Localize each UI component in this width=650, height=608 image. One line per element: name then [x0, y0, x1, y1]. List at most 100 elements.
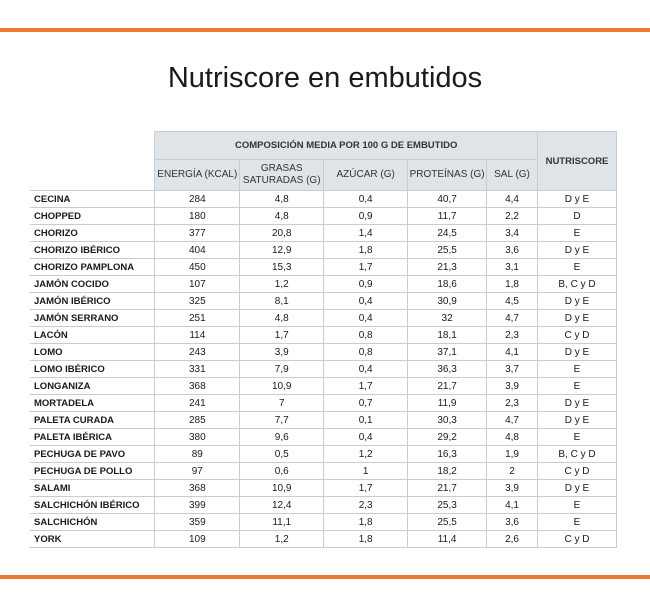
cell-proteinas: 30,3 [407, 411, 488, 429]
cell-azucar: 1,8 [323, 530, 409, 548]
nutrition-table: COMPOSICIÓN MEDIA POR 100 G DE EMBUTIDO … [30, 131, 618, 548]
cell-sal: 3,9 [486, 377, 538, 395]
cell-energia: 180 [154, 207, 241, 225]
cell-azucar: 0,4 [323, 190, 409, 208]
cell-energia: 331 [154, 360, 241, 378]
table-row: CHORIZO PAMPLONA 450 15,3 1,7 21,3 3,1 E [30, 258, 618, 276]
cell-nutriscore: D y E [536, 241, 618, 259]
cell-name: SALCHICHÓN IBÉRICO [30, 496, 156, 514]
cell-energia: 368 [154, 377, 241, 395]
cell-azucar: 1,2 [323, 445, 409, 463]
cell-name: LACÓN [30, 326, 156, 344]
cell-grasas: 10,9 [239, 377, 325, 395]
table-row: LONGANIZA 368 10,9 1,7 21,7 3,9 E [30, 377, 618, 395]
cell-grasas: 8,1 [239, 292, 325, 310]
bottom-accent-rule [0, 575, 650, 579]
cell-sal: 3,9 [486, 479, 538, 497]
table-row: CECINA 284 4,8 0,4 40,7 4,4 D y E [30, 190, 618, 208]
cell-proteinas: 37,1 [407, 343, 488, 361]
cell-energia: 241 [154, 394, 241, 412]
cell-sal: 3,6 [486, 513, 538, 531]
cell-sal: 2 [486, 462, 538, 480]
cell-proteinas: 32 [407, 309, 488, 327]
cell-name: LONGANIZA [30, 377, 156, 395]
cell-name: LOMO IBÉRICO [30, 360, 156, 378]
cell-grasas: 11,1 [239, 513, 325, 531]
cell-grasas: 1,2 [239, 530, 325, 548]
table-corner-empty [30, 131, 156, 191]
cell-proteinas: 21,7 [407, 479, 488, 497]
cell-grasas: 15,3 [239, 258, 325, 276]
cell-azucar: 1,4 [323, 224, 409, 242]
cell-name: LOMO [30, 343, 156, 361]
cell-name: CHORIZO IBÉRICO [30, 241, 156, 259]
cell-sal: 4,7 [486, 411, 538, 429]
cell-azucar: 0,1 [323, 411, 409, 429]
cell-energia: 325 [154, 292, 241, 310]
cell-sal: 3,1 [486, 258, 538, 276]
cell-energia: 114 [154, 326, 241, 344]
cell-name: CECINA [30, 190, 156, 208]
cell-azucar: 0,4 [323, 292, 409, 310]
cell-grasas: 7,7 [239, 411, 325, 429]
table-row: MORTADELA 241 7 0,7 11,9 2,3 D y E [30, 394, 618, 412]
cell-grasas: 10,9 [239, 479, 325, 497]
cell-azucar: 1,8 [323, 241, 409, 259]
cell-proteinas: 18,1 [407, 326, 488, 344]
table-row: CHORIZO 377 20,8 1,4 24,5 3,4 E [30, 224, 618, 242]
cell-proteinas: 25,3 [407, 496, 488, 514]
cell-nutriscore: D y E [536, 343, 618, 361]
cell-energia: 243 [154, 343, 241, 361]
cell-sal: 4,1 [486, 343, 538, 361]
cell-proteinas: 18,2 [407, 462, 488, 480]
cell-nutriscore: D [536, 207, 618, 225]
cell-name: CHOPPED [30, 207, 156, 225]
cell-proteinas: 21,3 [407, 258, 488, 276]
cell-name: SALAMI [30, 479, 156, 497]
cell-sal: 4,4 [486, 190, 538, 208]
cell-name: PALETA IBÉRICA [30, 428, 156, 446]
table-row: LOMO 243 3,9 0,8 37,1 4,1 D y E [30, 343, 618, 361]
page-title: Nutriscore en embutidos [167, 62, 483, 94]
cell-grasas: 4,8 [239, 309, 325, 327]
table-row: SALAMI 368 10,9 1,7 21,7 3,9 D y E [30, 479, 618, 497]
table-row: SALCHICHÓN 359 11,1 1,8 25,5 3,6 E [30, 513, 618, 531]
cell-energia: 377 [154, 224, 241, 242]
cell-name: JAMÓN COCIDO [30, 275, 156, 293]
table-row: JAMÓN COCIDO 107 1,2 0,9 18,6 1,8 B, C y D [30, 275, 618, 293]
cell-azucar: 1,8 [323, 513, 409, 531]
cell-sal: 2,3 [486, 394, 538, 412]
cell-grasas: 20,8 [239, 224, 325, 242]
cell-nutriscore: C y D [536, 462, 618, 480]
cell-name: MORTADELA [30, 394, 156, 412]
cell-grasas: 12,4 [239, 496, 325, 514]
cell-proteinas: 29,2 [407, 428, 488, 446]
cell-grasas: 4,8 [239, 207, 325, 225]
cell-grasas: 0,5 [239, 445, 325, 463]
cell-azucar: 0,8 [323, 326, 409, 344]
column-header-azucar: AZÚCAR (G) [323, 159, 409, 191]
cell-nutriscore: E [536, 360, 618, 378]
cell-proteinas: 21,7 [407, 377, 488, 395]
cell-grasas: 7 [239, 394, 325, 412]
cell-energia: 359 [154, 513, 241, 531]
cell-nutriscore: E [536, 224, 618, 242]
table-row: PALETA IBÉRICA 380 9,6 0,4 29,2 4,8 E [30, 428, 618, 446]
cell-azucar: 0,4 [323, 309, 409, 327]
cell-proteinas: 18,6 [407, 275, 488, 293]
table-row: LACÓN 114 1,7 0,8 18,1 2,3 C y D [30, 326, 618, 344]
cell-proteinas: 16,3 [407, 445, 488, 463]
cell-name: PECHUGA DE PAVO [30, 445, 156, 463]
cell-azucar: 1,7 [323, 377, 409, 395]
cell-proteinas: 25,5 [407, 513, 488, 531]
cell-energia: 399 [154, 496, 241, 514]
column-header-energia: ENERGÍA (KCAL) [154, 159, 241, 191]
cell-sal: 4,5 [486, 292, 538, 310]
table-row: PECHUGA DE PAVO 89 0,5 1,2 16,3 1,9 B, C y D [30, 445, 618, 463]
cell-name: PECHUGA DE POLLO [30, 462, 156, 480]
table-row: JAMÓN SERRANO 251 4,8 0,4 32 4,7 D y E [30, 309, 618, 327]
cell-nutriscore: E [536, 513, 618, 531]
cell-proteinas: 24,5 [407, 224, 488, 242]
composition-group-header: COMPOSICIÓN MEDIA POR 100 G DE EMBUTIDO [154, 131, 538, 160]
cell-energia: 285 [154, 411, 241, 429]
